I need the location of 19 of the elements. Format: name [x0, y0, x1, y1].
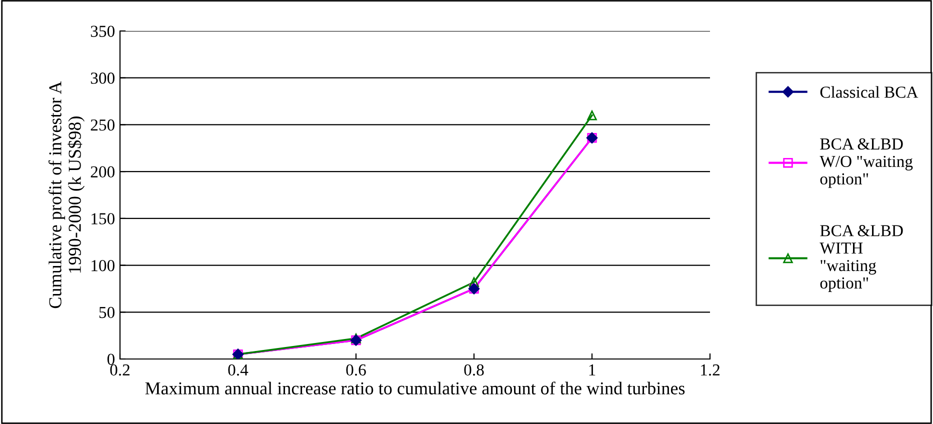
y-tick-label: 250: [90, 119, 115, 131]
legend-label: Classical BCA: [820, 86, 918, 98]
y-tick-label: 100: [92, 260, 115, 272]
y-tick-label: 300: [90, 72, 115, 84]
x-tick-label: 0.2: [110, 364, 130, 376]
y-tick-label: 0: [107, 354, 115, 365]
x-tick-label: 0.8: [464, 364, 484, 376]
x-tick-label: 0.6: [346, 364, 366, 376]
x-tick-label: 1.2: [701, 364, 720, 376]
legend-label: BCA &LBD WITH "waiting option": [820, 225, 903, 292]
y-tick-label: 200: [90, 166, 115, 178]
x-axis-title: Maximum annual increase ratio to cumulative amount of the wind turbines: [145, 382, 685, 394]
y-tick-label: 150: [92, 213, 115, 224]
y-tick-label: 350: [90, 26, 115, 37]
y-axis-title: Cumulative profit of investor A 1990-2000 (k US$98): [48, 81, 85, 308]
y-tick-label: 50: [99, 306, 115, 318]
x-tick-label: 0.4: [228, 364, 248, 376]
x-tick-label: 1: [589, 364, 596, 376]
legend-label: BCA &LBD W/O "waiting option": [820, 138, 913, 188]
